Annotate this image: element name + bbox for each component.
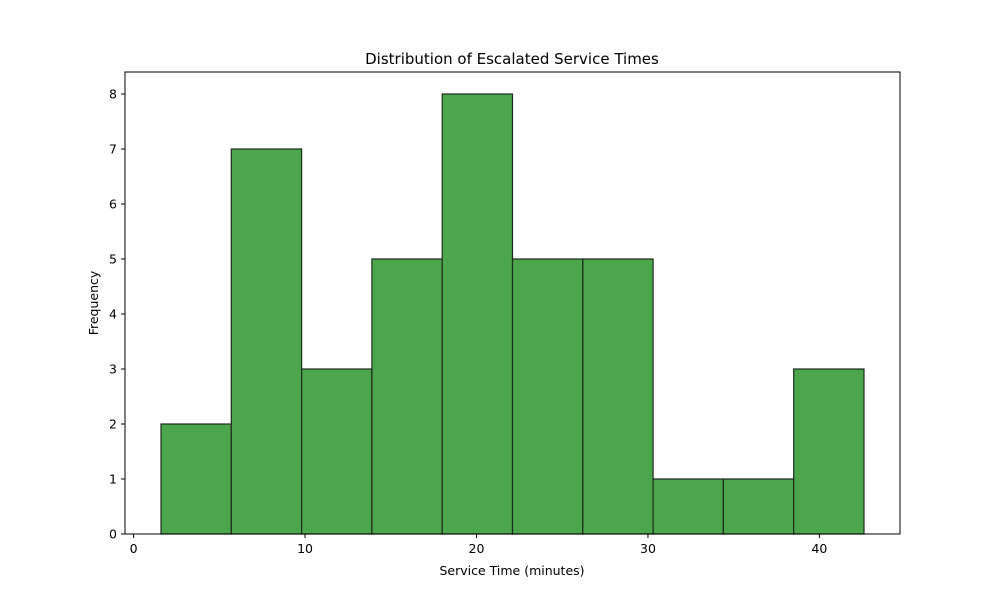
histogram-bar [582,258,654,535]
histogram-bar [230,148,303,535]
y-tick-label: 5 [109,252,117,267]
bar-group [160,93,865,535]
y-tick-label: 4 [109,307,117,322]
histogram-bar [160,423,232,535]
y-tick-label: 2 [109,417,117,432]
x-tick-label: 0 [130,541,138,556]
y-tick-label: 0 [109,527,117,542]
histogram-bar [301,368,373,535]
x-tick-label: 30 [640,541,656,556]
histogram-bar [511,258,584,535]
histogram-bar [722,478,795,535]
histogram-bar [652,478,724,535]
x-tick-label: 40 [811,541,827,556]
x-axis-label: Service Time (minutes) [439,563,584,578]
y-axis-label: Frequency [86,270,101,335]
y-axis-ticks: 0 1 2 3 4 5 6 7 8 [109,87,125,542]
y-tick-label: 6 [109,197,117,212]
x-axis-ticks: 0 10 20 30 40 [130,534,827,556]
histogram-bar [793,368,865,535]
y-tick-label: 3 [109,362,117,377]
plot-area-frame [124,71,901,535]
y-tick-label: 1 [109,472,117,487]
x-tick-label: 20 [469,541,485,556]
histogram-bar [371,258,443,535]
x-tick-label: 10 [297,541,313,556]
y-tick-label: 7 [109,142,117,157]
histogram-bar [441,93,514,535]
chart-title: Distribution of Escalated Service Times [365,50,659,68]
y-tick-label: 8 [109,87,117,102]
